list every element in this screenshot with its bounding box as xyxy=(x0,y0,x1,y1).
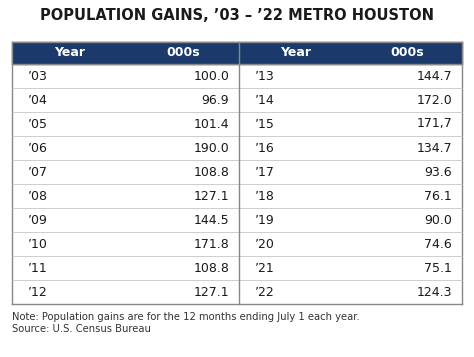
Text: 108.8: 108.8 xyxy=(193,261,229,275)
Text: 190.0: 190.0 xyxy=(193,141,229,155)
Text: 90.0: 90.0 xyxy=(424,213,452,226)
Bar xyxy=(12,136,462,160)
Text: 127.1: 127.1 xyxy=(193,286,229,298)
Bar xyxy=(12,88,462,112)
Text: ’22: ’22 xyxy=(255,286,275,298)
Text: 108.8: 108.8 xyxy=(193,166,229,178)
Text: 000s: 000s xyxy=(390,46,424,60)
Text: 100.0: 100.0 xyxy=(193,70,229,82)
Bar xyxy=(12,184,462,208)
Text: ’15: ’15 xyxy=(255,117,275,131)
Text: ’18: ’18 xyxy=(255,190,275,202)
Bar xyxy=(12,280,462,304)
Text: 124.3: 124.3 xyxy=(417,286,452,298)
Text: 134.7: 134.7 xyxy=(416,141,452,155)
Text: POPULATION GAINS, ’03 – ’22 METRO HOUSTON: POPULATION GAINS, ’03 – ’22 METRO HOUSTO… xyxy=(40,8,434,23)
Bar xyxy=(12,256,462,280)
Text: ’08: ’08 xyxy=(28,190,48,202)
Text: 144.5: 144.5 xyxy=(193,213,229,226)
Text: ’04: ’04 xyxy=(28,94,48,106)
Text: ’07: ’07 xyxy=(28,166,48,178)
Text: 96.9: 96.9 xyxy=(201,94,229,106)
Text: 000s: 000s xyxy=(166,46,200,60)
Text: ’06: ’06 xyxy=(28,141,48,155)
Text: 74.6: 74.6 xyxy=(424,237,452,251)
Text: 75.1: 75.1 xyxy=(424,261,452,275)
Bar xyxy=(12,208,462,232)
Bar xyxy=(12,160,462,184)
Text: ’21: ’21 xyxy=(255,261,275,275)
Bar xyxy=(12,112,462,136)
Text: 93.6: 93.6 xyxy=(424,166,452,178)
Text: 76.1: 76.1 xyxy=(424,190,452,202)
Text: ’16: ’16 xyxy=(255,141,275,155)
Text: ’05: ’05 xyxy=(28,117,48,131)
Text: 101.4: 101.4 xyxy=(193,117,229,131)
Text: ’09: ’09 xyxy=(28,213,48,226)
Text: ’19: ’19 xyxy=(255,213,275,226)
Text: 127.1: 127.1 xyxy=(193,190,229,202)
Text: ’12: ’12 xyxy=(28,286,48,298)
Bar xyxy=(12,64,462,88)
Text: ’20: ’20 xyxy=(255,237,275,251)
Text: ’14: ’14 xyxy=(255,94,275,106)
Text: 144.7: 144.7 xyxy=(416,70,452,82)
Text: Year: Year xyxy=(280,46,311,60)
Text: ’10: ’10 xyxy=(28,237,48,251)
Bar xyxy=(12,42,462,64)
Bar xyxy=(12,232,462,256)
Text: ’13: ’13 xyxy=(255,70,275,82)
Text: Year: Year xyxy=(54,46,85,60)
Text: Note: Population gains are for the 12 months ending July 1 each year.
Source: U.: Note: Population gains are for the 12 mo… xyxy=(12,312,360,333)
Text: ’11: ’11 xyxy=(28,261,48,275)
Text: 172.0: 172.0 xyxy=(416,94,452,106)
Text: ’03: ’03 xyxy=(28,70,48,82)
Text: ’17: ’17 xyxy=(255,166,275,178)
Text: 171.8: 171.8 xyxy=(193,237,229,251)
Text: 171,7: 171,7 xyxy=(416,117,452,131)
